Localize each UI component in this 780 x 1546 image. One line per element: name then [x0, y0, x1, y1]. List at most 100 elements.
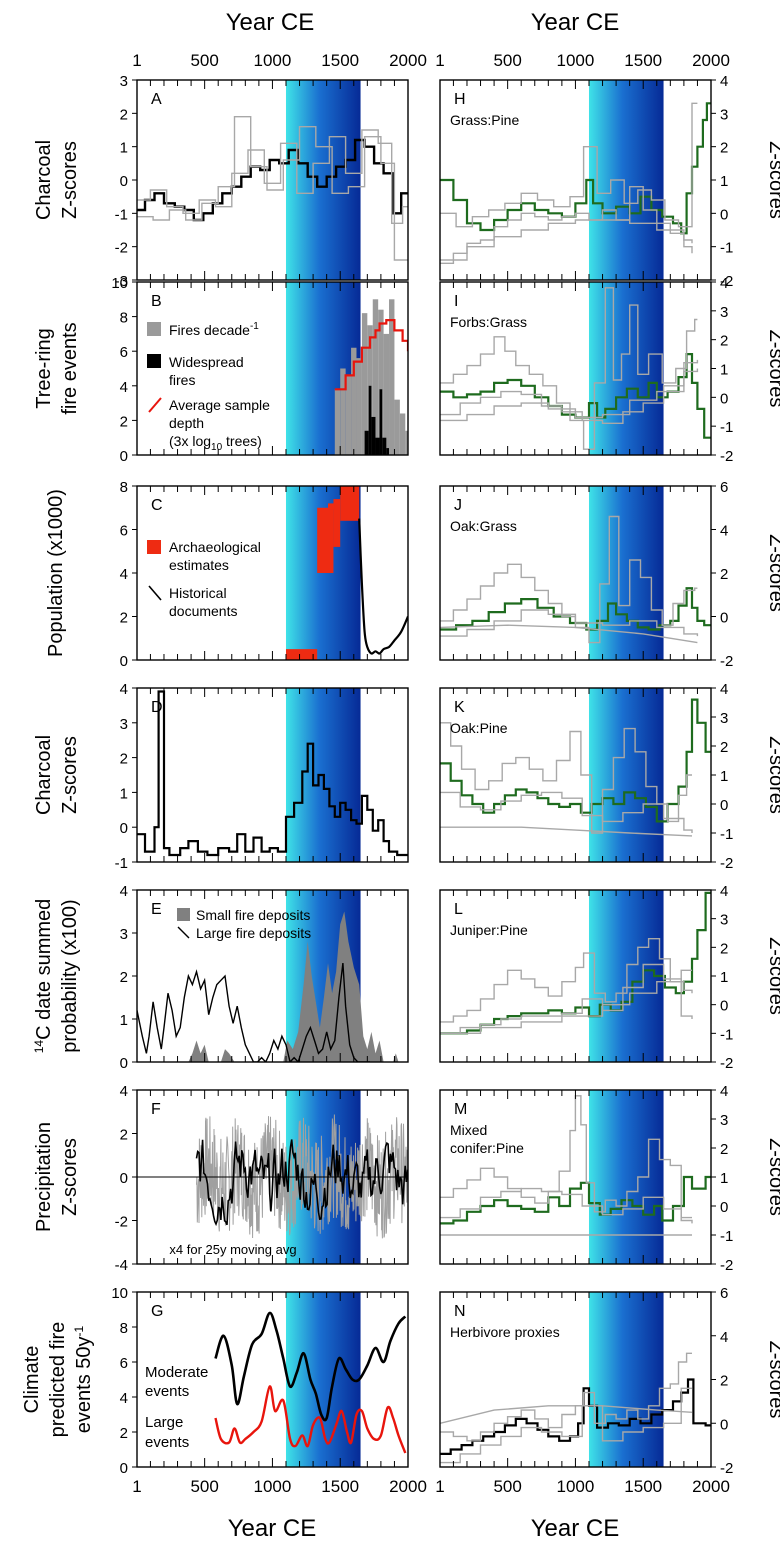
highlight-band [588, 1090, 664, 1264]
bar-black-5 [382, 437, 387, 455]
y-axis-label: Z-scores [59, 141, 81, 219]
y-tick-label: 4 [720, 1083, 728, 1100]
y-tick-label: 10 [111, 275, 128, 292]
bar-gray-2 [345, 375, 352, 455]
legend-label-widespread: Widespread [169, 354, 244, 370]
series-line-0 [214, 1311, 407, 1422]
panel-letter: C [151, 497, 163, 514]
plot-area-E [137, 911, 399, 1062]
x-tick-label: 1500 [624, 51, 662, 70]
plot-area-B [334, 299, 408, 455]
legend-swatch-large [177, 926, 190, 939]
panel-letter: E [151, 901, 162, 918]
y-tick-label: 0 [720, 998, 728, 1015]
y-tick-label: 4 [120, 681, 128, 698]
y-tick-label: 6 [120, 344, 128, 361]
x-tick-label: 500 [493, 1477, 521, 1496]
panel-J: 6 4 2 0 -2 J Z-scores Oak:Grass [439, 479, 780, 670]
panel-frame [136, 687, 409, 863]
legend-label-fires: Fires decade-1 [169, 321, 259, 338]
y-tick-label: 3 [120, 716, 128, 733]
panel-H: 4 3 2 1 0 -1 -2 H Z-scores Grass:Pine [439, 73, 780, 290]
x-tick-label: 1500 [624, 1477, 662, 1496]
series-line-0 [440, 1175, 711, 1225]
bar-gray-1 [340, 368, 346, 455]
x-tick-label: 500 [190, 51, 218, 70]
y-tick-label: 4 [120, 566, 128, 583]
x-tick-label: 1000 [254, 51, 292, 70]
plot-area-I [440, 287, 711, 450]
y-tick-label: 6 [720, 479, 728, 496]
x-tick-label: 1500 [321, 1477, 359, 1496]
y-axis-label: events 50y-1 [72, 1325, 95, 1433]
plot-area-H [440, 102, 711, 264]
series-line-3 [440, 624, 698, 644]
y-tick-label: 4 [120, 1390, 128, 1407]
series-label: Herbivore proxies [450, 1324, 560, 1340]
y-tick-label: 4 [720, 275, 728, 292]
y-axis-label: Z-scores [59, 736, 81, 814]
y-tick-label: 2 [720, 140, 728, 157]
highlight-band [588, 688, 664, 862]
y-tick-label: -2 [720, 855, 733, 872]
panel-frame [439, 79, 712, 281]
y-axis-label: Climate [21, 1346, 43, 1414]
y-axis-label: probability (x100) [59, 899, 81, 1052]
y-tick-label: 2 [720, 1373, 728, 1390]
series-line-3 [440, 981, 693, 1034]
precip-annual-line [196, 1114, 408, 1239]
highlight-band [285, 80, 361, 280]
series-label: Forbs:Grass [450, 314, 527, 330]
panel-F: x4 for 25y moving avg 4 2 0 -2 -4 F Precipitati… [33, 1083, 409, 1274]
y-tick-label: -1 [720, 240, 733, 257]
bottom-axis-label-left: Year CE [228, 1515, 317, 1542]
y-tick-label: 0 [720, 1416, 728, 1433]
historical-line [358, 518, 408, 655]
panel-frame [136, 79, 409, 281]
panel-frame [439, 485, 712, 661]
y-tick-label: 2 [720, 333, 728, 350]
y-tick-label: -1 [720, 419, 733, 436]
annotation-label: x4 for 25y moving avg [169, 1242, 296, 1257]
panel-N: 6 4 2 0 -2 N Z-scores Herbivore proxies [439, 1285, 780, 1477]
bar-gray-10 [389, 299, 395, 455]
y-tick-label: -2 [720, 273, 733, 290]
large-fire-line [137, 963, 370, 1062]
panel-frame [439, 281, 712, 456]
y-tick-label: -2 [720, 1460, 733, 1477]
y-tick-label: 3 [720, 304, 728, 321]
top-axis-label-left: Year CE [226, 9, 315, 36]
legend-label-arch: Archaeological [169, 539, 261, 555]
legend-swatch-fires [147, 322, 161, 336]
series-label: Oak:Grass [450, 518, 517, 534]
panel-letter: K [454, 699, 465, 716]
series-line-0 [137, 138, 408, 222]
y-tick-label: 8 [120, 1320, 128, 1337]
series-line-2 [440, 1387, 692, 1464]
y-axis-label: fire events [59, 322, 81, 414]
plot-area-J [440, 515, 711, 644]
bar-black-3 [375, 437, 380, 455]
y-tick-label: 2 [120, 610, 128, 627]
y-tick-label: 6 [720, 1285, 728, 1302]
series-label: Grass:Pine [450, 112, 519, 128]
panel-C: 8 6 4 2 0 C Population (x1000) Archaeological es… [45, 479, 409, 670]
y-tick-label: 2 [120, 751, 128, 768]
plot-area-L [440, 891, 711, 1035]
series-line-2 [440, 1187, 693, 1224]
y-tick-label: 3 [120, 73, 128, 90]
series-line-1 [440, 722, 692, 834]
legend-label-large: Large fire deposits [196, 925, 311, 941]
plot-area-C [285, 486, 408, 660]
legend-label-moderate: Moderate [145, 1364, 208, 1381]
y-tick-label: 0 [720, 797, 728, 814]
panel-frame [439, 687, 712, 863]
panel-G: 10 8 6 4 2 0 G Climate predicted fire events 50y-… [21, 1285, 409, 1477]
y-tick-label: 3 [120, 926, 128, 943]
y-tick-label: 8 [120, 479, 128, 496]
y-tick-label: 6 [120, 523, 128, 540]
series-line-2 [440, 186, 693, 264]
panel-letter: A [151, 91, 162, 108]
series-line-0 [440, 102, 711, 235]
